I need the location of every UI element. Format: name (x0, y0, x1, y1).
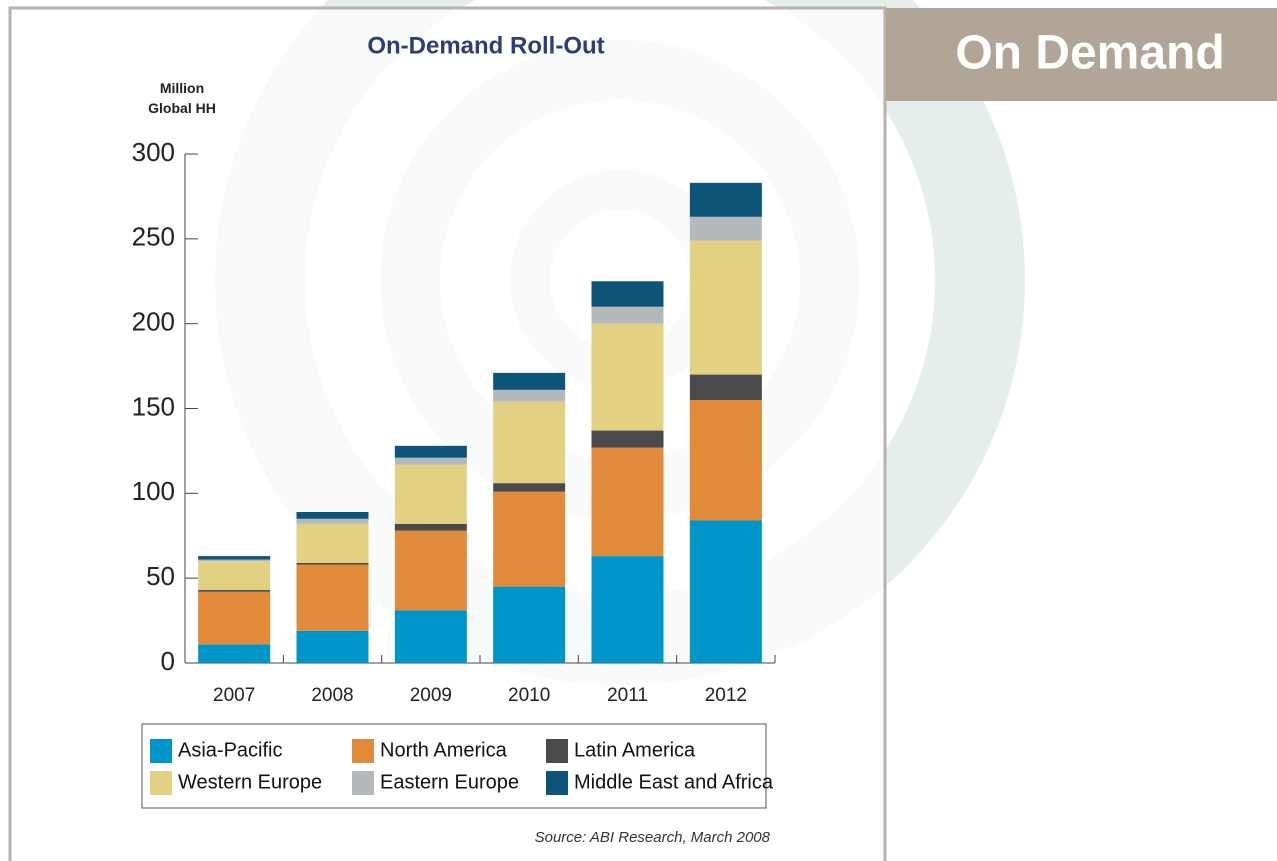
bar-segment (591, 430, 664, 448)
bar-segment (394, 445, 467, 458)
legend-swatch (352, 771, 374, 795)
bar-segment (394, 610, 467, 663)
bar-segment (394, 457, 467, 465)
bar-segment (493, 586, 566, 663)
y-tick-label: 250 (132, 222, 175, 252)
y-tick-label: 0 (161, 646, 175, 676)
header-box (886, 8, 1277, 101)
legend-label: Western Europe (178, 771, 322, 793)
bar-segment (493, 372, 566, 390)
bar-segment (689, 182, 762, 217)
y-tick-label: 300 (132, 137, 175, 167)
x-tick-label: 2011 (607, 685, 648, 706)
legend-box (141, 723, 767, 809)
bar-segment (689, 216, 762, 241)
y-tick-label: 100 (132, 476, 175, 506)
bar-segment (394, 523, 467, 531)
bar-segment (591, 323, 664, 431)
x-tick-label: 2007 (213, 685, 255, 706)
bar-segment (591, 281, 664, 307)
bar-segment (493, 401, 566, 484)
bar-segment (689, 374, 762, 401)
y-tick-label: 50 (146, 561, 175, 591)
x-tick-label: 2009 (410, 685, 452, 706)
bar-segment (493, 483, 566, 492)
bar-segment (198, 559, 271, 562)
bar-segment (296, 630, 369, 663)
y-axis-label: Million Global HH (148, 80, 216, 116)
legend-label: Asia-Pacific (178, 739, 282, 761)
legend-label: Eastern Europe (380, 771, 519, 793)
x-tick-label: 2010 (508, 685, 550, 706)
source-note: Source: ABI Research, March 2008 (535, 829, 771, 846)
bar-segment (296, 511, 369, 519)
bar-segment (591, 306, 664, 324)
x-tick-label: 2012 (705, 685, 747, 706)
bar-segment (493, 491, 566, 587)
bar-segment (198, 591, 271, 645)
legend-label: Latin America (574, 739, 696, 761)
bar-segment (296, 523, 369, 563)
bar-segment (394, 530, 467, 611)
legend-swatch (352, 739, 374, 763)
bar-segment (689, 400, 762, 521)
bar-segment (493, 389, 566, 402)
x-tick-label: 2008 (311, 685, 353, 706)
bar-segment (296, 518, 369, 524)
bar-segment (296, 564, 369, 631)
slide-title: On Demand (955, 27, 1224, 80)
legend-label: Middle East and Africa (574, 771, 774, 793)
legend-swatch (546, 739, 568, 763)
legend-swatch (150, 771, 172, 795)
chart-title: On-Demand Roll-Out (367, 32, 604, 59)
bar-segment (591, 556, 664, 663)
bar-segment (689, 520, 762, 663)
legend-swatch (150, 739, 172, 763)
bar-segment (198, 556, 271, 560)
bar-segment (394, 464, 467, 524)
bar-segment (689, 240, 762, 375)
bar-segment (296, 562, 369, 565)
bar-segment (198, 590, 271, 592)
y-tick-label: 150 (132, 391, 175, 421)
bar-segment (198, 644, 271, 663)
legend-label: North America (380, 739, 508, 761)
y-tick-label: 200 (132, 307, 175, 337)
bar-segment (591, 447, 664, 557)
bar-segment (198, 561, 271, 591)
legend-swatch (546, 771, 568, 795)
